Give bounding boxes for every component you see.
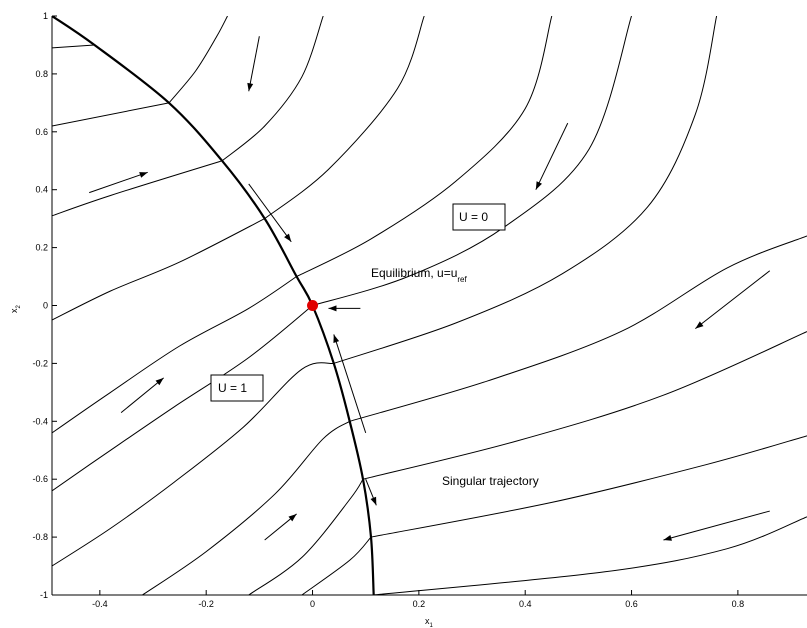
u0-trajectory <box>296 16 553 277</box>
equilibrium-label-sub: ref <box>457 275 467 284</box>
direction-arrow <box>89 171 148 194</box>
y-axis-ticks: -1 -0.8 -0.6 -0.4 -0.2 0 0.2 0.4 0.6 0.8 1 <box>32 11 57 600</box>
direction-arrow <box>695 270 771 330</box>
direction-arrows <box>89 36 771 541</box>
u0-box <box>452 203 506 231</box>
y-axis-label-sub: 2 <box>16 305 22 309</box>
singular-trajectory-label: Singular trajectory <box>442 474 539 488</box>
u1-trajectory <box>52 160 223 217</box>
y-tick-label: 0.6 <box>35 127 48 137</box>
u1-trajectory <box>52 218 265 321</box>
u1-trajectory <box>52 44 95 49</box>
u1-trajectory <box>142 420 350 595</box>
y-tick-label: -0.2 <box>32 358 48 368</box>
x-axis-label: x1 <box>425 616 434 628</box>
x-axis-ticks: -0.4 -0.2 0 0.2 0.4 0.6 0.8 <box>92 590 744 609</box>
direction-arrow <box>663 510 770 541</box>
direction-arrow <box>120 377 164 414</box>
u0-trajectory <box>362 331 807 480</box>
y-axis-label-main: x <box>9 308 19 313</box>
axes-frame <box>51 16 807 596</box>
direction-arrow <box>333 334 367 434</box>
x-tick-label: -0.2 <box>198 599 214 609</box>
y-tick-label: 0.2 <box>35 243 48 253</box>
y-tick-label: -0.6 <box>32 474 48 484</box>
direction-arrow <box>365 479 377 506</box>
equilibrium-label: Equilibrium, u=uref <box>371 266 468 284</box>
x-axis-label-main: x <box>425 616 430 626</box>
x-tick-label: 0.8 <box>732 599 745 609</box>
y-tick-label: 0.8 <box>35 69 48 79</box>
x-tick-label: 0.4 <box>519 599 532 609</box>
u1-trajectory <box>52 102 170 127</box>
switching-curve <box>52 16 375 595</box>
u1-trajectory <box>301 536 372 595</box>
switching-curve-layer <box>52 16 375 595</box>
u1-trajectory <box>52 305 313 492</box>
direction-arrow <box>264 513 297 541</box>
u0-trajectory <box>168 16 228 104</box>
equilibrium-point <box>307 300 319 311</box>
x-axis-label-sub: 1 <box>430 623 434 628</box>
u0-trajectory <box>370 435 807 538</box>
y-tick-label: -0.4 <box>32 416 48 426</box>
y-axis-label: x2 <box>9 305 22 314</box>
u1-trajectory <box>52 362 334 567</box>
trajectory-curves <box>52 16 807 595</box>
u1-trajectory <box>52 276 297 434</box>
u0-trajectory <box>221 16 324 162</box>
direction-arrow <box>328 305 361 312</box>
u0-trajectory <box>333 16 718 364</box>
direction-arrow <box>248 183 292 243</box>
u0-label: U = 0 <box>459 210 488 224</box>
x-tick-label: 0.2 <box>413 599 426 609</box>
x-tick-label: 0 <box>310 599 315 609</box>
y-tick-label: 0 <box>43 301 48 311</box>
equilibrium-label-main: Equilibrium, u=u <box>371 266 457 280</box>
u0-trajectory <box>264 16 425 219</box>
u0-annotation: U = 0 <box>452 203 506 231</box>
x-tick-label: -0.4 <box>92 599 108 609</box>
x-tick-label: 0.6 <box>625 599 638 609</box>
y-tick-label: -0.8 <box>32 532 48 542</box>
u0-trajectory <box>312 16 632 306</box>
u0-trajectory <box>373 516 807 595</box>
u1-annotation: U = 1 <box>210 374 264 402</box>
y-tick-label: 0.4 <box>35 185 48 195</box>
equilibrium-annotation: Equilibrium, u=uref <box>371 266 468 284</box>
direction-arrow <box>535 122 569 190</box>
u1-label: U = 1 <box>218 381 247 395</box>
u1-trajectory <box>248 478 364 595</box>
direction-arrow <box>247 36 260 92</box>
y-tick-label: 1 <box>43 11 48 21</box>
u0-trajectory <box>349 235 807 422</box>
y-tick-label: -1 <box>40 590 48 600</box>
u1-box <box>210 374 264 402</box>
